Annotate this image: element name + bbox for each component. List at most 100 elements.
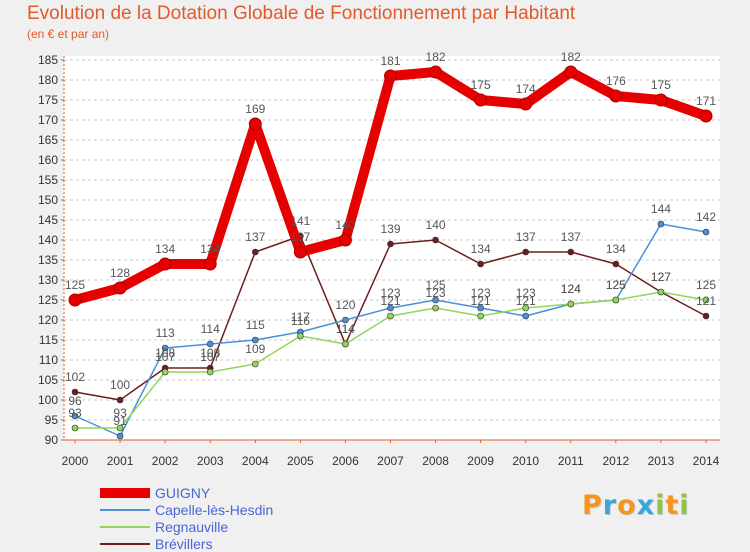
y-tick-label: 100 (38, 393, 58, 407)
data-point (654, 93, 668, 107)
data-label: 139 (380, 222, 400, 236)
data-label: 134 (471, 242, 491, 256)
data-point (116, 396, 124, 404)
data-label: 123 (380, 286, 400, 300)
y-tick-label: 170 (38, 113, 58, 127)
data-point (564, 65, 578, 79)
data-point (519, 97, 533, 111)
data-label: 114 (336, 322, 355, 336)
data-label: 107 (155, 350, 175, 364)
legend-label: Brévillers (155, 535, 213, 552)
logo-letter: t (665, 490, 680, 521)
x-tick-label: 2004 (242, 454, 269, 468)
data-point (702, 312, 710, 320)
data-label: 121 (471, 294, 491, 308)
data-point (342, 316, 349, 324)
logo-letter: o (617, 490, 637, 521)
data-label: 91 (113, 414, 127, 428)
data-point (657, 220, 665, 228)
data-label: 176 (606, 74, 626, 88)
data-label: 114 (201, 322, 220, 336)
x-tick-label: 2010 (512, 454, 539, 468)
data-point (612, 296, 620, 304)
data-point (251, 336, 259, 344)
data-point (387, 312, 394, 320)
x-tick-label: 2000 (62, 454, 89, 468)
data-point (522, 312, 530, 320)
x-tick-label: 2012 (603, 454, 630, 468)
data-point (429, 65, 443, 79)
data-label: 93 (68, 406, 82, 420)
logo-letter: P (582, 490, 603, 521)
data-point (612, 260, 620, 268)
data-point (477, 304, 484, 312)
x-tick-label: 2007 (377, 454, 404, 468)
legend-swatch (100, 542, 150, 545)
chart-legend: GUIGNY Capelle-lès-Hesdin Regnauville Br… (100, 484, 273, 552)
y-tick-label: 155 (38, 173, 58, 187)
data-point (522, 248, 530, 256)
data-label: 137 (245, 230, 265, 244)
data-point (702, 296, 710, 304)
data-label: 100 (110, 378, 130, 392)
data-point (699, 109, 713, 123)
data-label: 125 (606, 278, 626, 292)
y-tick-label: 185 (38, 53, 58, 67)
data-point (338, 233, 352, 247)
data-point (206, 340, 214, 348)
x-tick-label: 2008 (422, 454, 449, 468)
proxiti-logo: Proxiti (582, 490, 690, 521)
data-label: 116 (291, 314, 310, 328)
data-label: 125 (65, 278, 85, 292)
legend-item-capelle: Capelle-lès-Hesdin (100, 501, 273, 518)
data-label: 144 (651, 202, 671, 216)
y-tick-label: 160 (38, 153, 58, 167)
data-label: 181 (380, 54, 400, 68)
data-label: 125 (606, 278, 626, 292)
x-tick-label: 2009 (467, 454, 494, 468)
logo-letter: r (602, 490, 618, 521)
chart-subtitle: (en € et par an) (27, 27, 110, 41)
data-point (657, 288, 665, 296)
data-label: 113 (156, 326, 175, 340)
data-label: 134 (155, 242, 175, 256)
data-label: 114 (336, 322, 355, 336)
data-point (71, 412, 79, 420)
y-tick-label: 175 (38, 93, 58, 107)
data-label: 123 (471, 286, 491, 300)
y-tick-label: 145 (38, 213, 58, 227)
data-label: 169 (245, 102, 265, 116)
y-tick-label: 95 (45, 413, 59, 427)
data-point (297, 332, 304, 340)
data-point (68, 293, 82, 307)
logo-letter: x (636, 490, 656, 521)
data-point (293, 245, 307, 259)
y-tick-label: 105 (38, 373, 58, 387)
legend-swatch (100, 525, 150, 528)
y-tick-label: 165 (38, 133, 58, 147)
data-label: 121 (516, 294, 536, 308)
data-label: 141 (290, 214, 310, 228)
line-chart: 90 95 100 105 110 115 120 125 130 135 140 145 150 155… (38, 50, 720, 468)
x-tick-label: 2001 (107, 454, 134, 468)
data-label: 123 (516, 286, 536, 300)
data-label: 140 (335, 218, 355, 232)
data-label: 125 (426, 278, 446, 292)
data-label: 124 (561, 282, 581, 296)
data-point (158, 257, 172, 271)
data-point (161, 344, 169, 352)
data-label: 128 (110, 266, 130, 280)
data-label: 108 (200, 346, 220, 360)
data-label: 123 (426, 286, 446, 300)
x-tick-label: 2003 (197, 454, 224, 468)
data-label: 174 (516, 82, 536, 96)
data-label: 175 (651, 78, 671, 92)
x-tick-label: 2011 (558, 454, 584, 468)
y-tick-label: 140 (38, 233, 58, 247)
x-tick-label: 2014 (693, 454, 720, 468)
data-point (203, 257, 217, 271)
data-point (432, 304, 439, 312)
x-tick-label: 2013 (648, 454, 675, 468)
data-label: 182 (426, 50, 446, 64)
data-point (248, 117, 262, 131)
